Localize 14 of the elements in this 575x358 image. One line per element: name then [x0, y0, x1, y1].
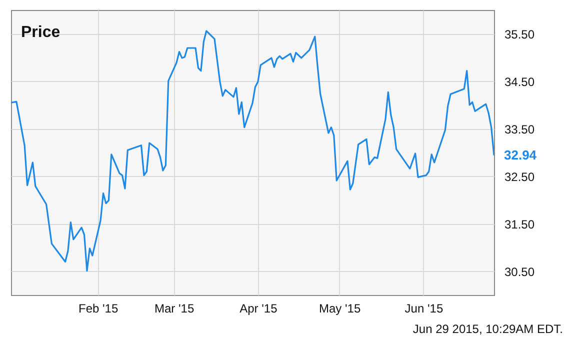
y-tick-label: 35.50	[504, 27, 535, 42]
x-tick-label: Jun '15	[404, 302, 444, 316]
y-tick-label: 32.50	[504, 170, 535, 184]
x-tick-label: Mar '15	[154, 302, 194, 316]
text: Price	[21, 24, 60, 41]
y-tick-label: 30.50	[504, 264, 535, 279]
x-tick-label: Feb '15	[78, 302, 118, 316]
y-tick-label: 31.50	[504, 217, 535, 232]
x-tick-label: May '15	[319, 302, 361, 316]
y-tick-label: 34.50	[504, 74, 535, 89]
text: Jun 29 2015, 10:29AM EDT.	[412, 322, 563, 336]
y-tick-label: 33.50	[504, 122, 535, 136]
annotation: 32.94	[504, 147, 538, 162]
x-tick-label: Apr '15	[240, 302, 278, 316]
